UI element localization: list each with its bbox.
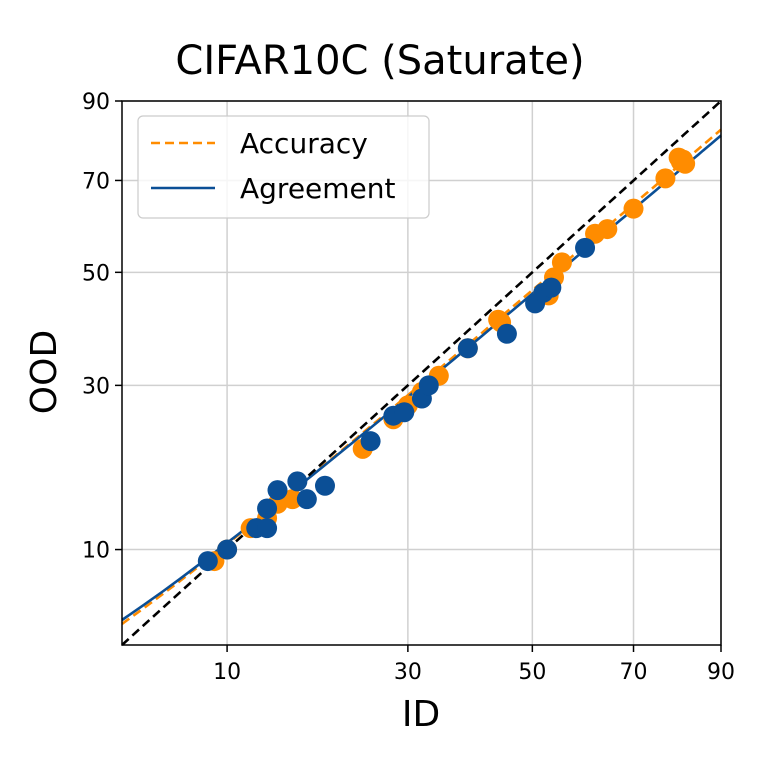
agreement-point xyxy=(457,338,478,359)
agreement-point xyxy=(217,539,238,560)
agreement-point xyxy=(267,480,288,501)
legend-agreement-label: Agreement xyxy=(240,172,396,205)
y-tick-label: 30 xyxy=(82,374,110,399)
x-tick-label: 90 xyxy=(707,660,735,685)
data-points xyxy=(197,147,696,572)
y-tick-label: 90 xyxy=(82,90,110,115)
fit-lines xyxy=(121,100,722,646)
y-tick-label: 70 xyxy=(82,169,110,194)
x-tick-label: 50 xyxy=(518,660,546,685)
legend-accuracy-label: Accuracy xyxy=(240,127,368,160)
agreement-point xyxy=(197,551,218,572)
accuracy-point xyxy=(282,489,303,510)
y-tick-label: 50 xyxy=(82,261,110,286)
legend: Accuracy Agreement xyxy=(137,115,430,219)
x-tick-label: 70 xyxy=(620,660,648,685)
agreement-point xyxy=(394,402,415,423)
x-tick-label: 10 xyxy=(213,660,241,685)
agreement-fit-line xyxy=(121,134,722,622)
identity-reference-line xyxy=(121,100,722,646)
accuracy-point xyxy=(623,198,644,219)
x-tick-label: 30 xyxy=(394,660,422,685)
agreement-point xyxy=(575,237,596,258)
x-axis-label: ID xyxy=(402,694,440,735)
accuracy-point xyxy=(551,252,572,273)
agreement-point xyxy=(496,323,517,344)
legend-frame xyxy=(137,115,430,219)
y-axis-label: OOD xyxy=(24,330,65,414)
plot-frame xyxy=(121,100,722,646)
agreement-point xyxy=(257,498,278,519)
agreement-point xyxy=(360,431,381,452)
axis-ticks: 10 30 50 70 90 10 30 50 70 90 xyxy=(82,90,735,685)
accuracy-fit-line xyxy=(121,128,722,625)
accuracy-point xyxy=(675,153,696,174)
accuracy-point xyxy=(597,219,618,240)
agreement-point xyxy=(418,375,439,396)
agreement-point xyxy=(314,475,335,496)
agreement-point xyxy=(541,277,562,298)
accuracy-point xyxy=(655,168,676,189)
agreement-point xyxy=(287,471,308,492)
chart-title: CIFAR10C (Saturate) xyxy=(175,38,584,84)
agreement-point xyxy=(257,518,278,539)
y-tick-label: 10 xyxy=(82,539,110,564)
agreement-point xyxy=(296,489,317,510)
